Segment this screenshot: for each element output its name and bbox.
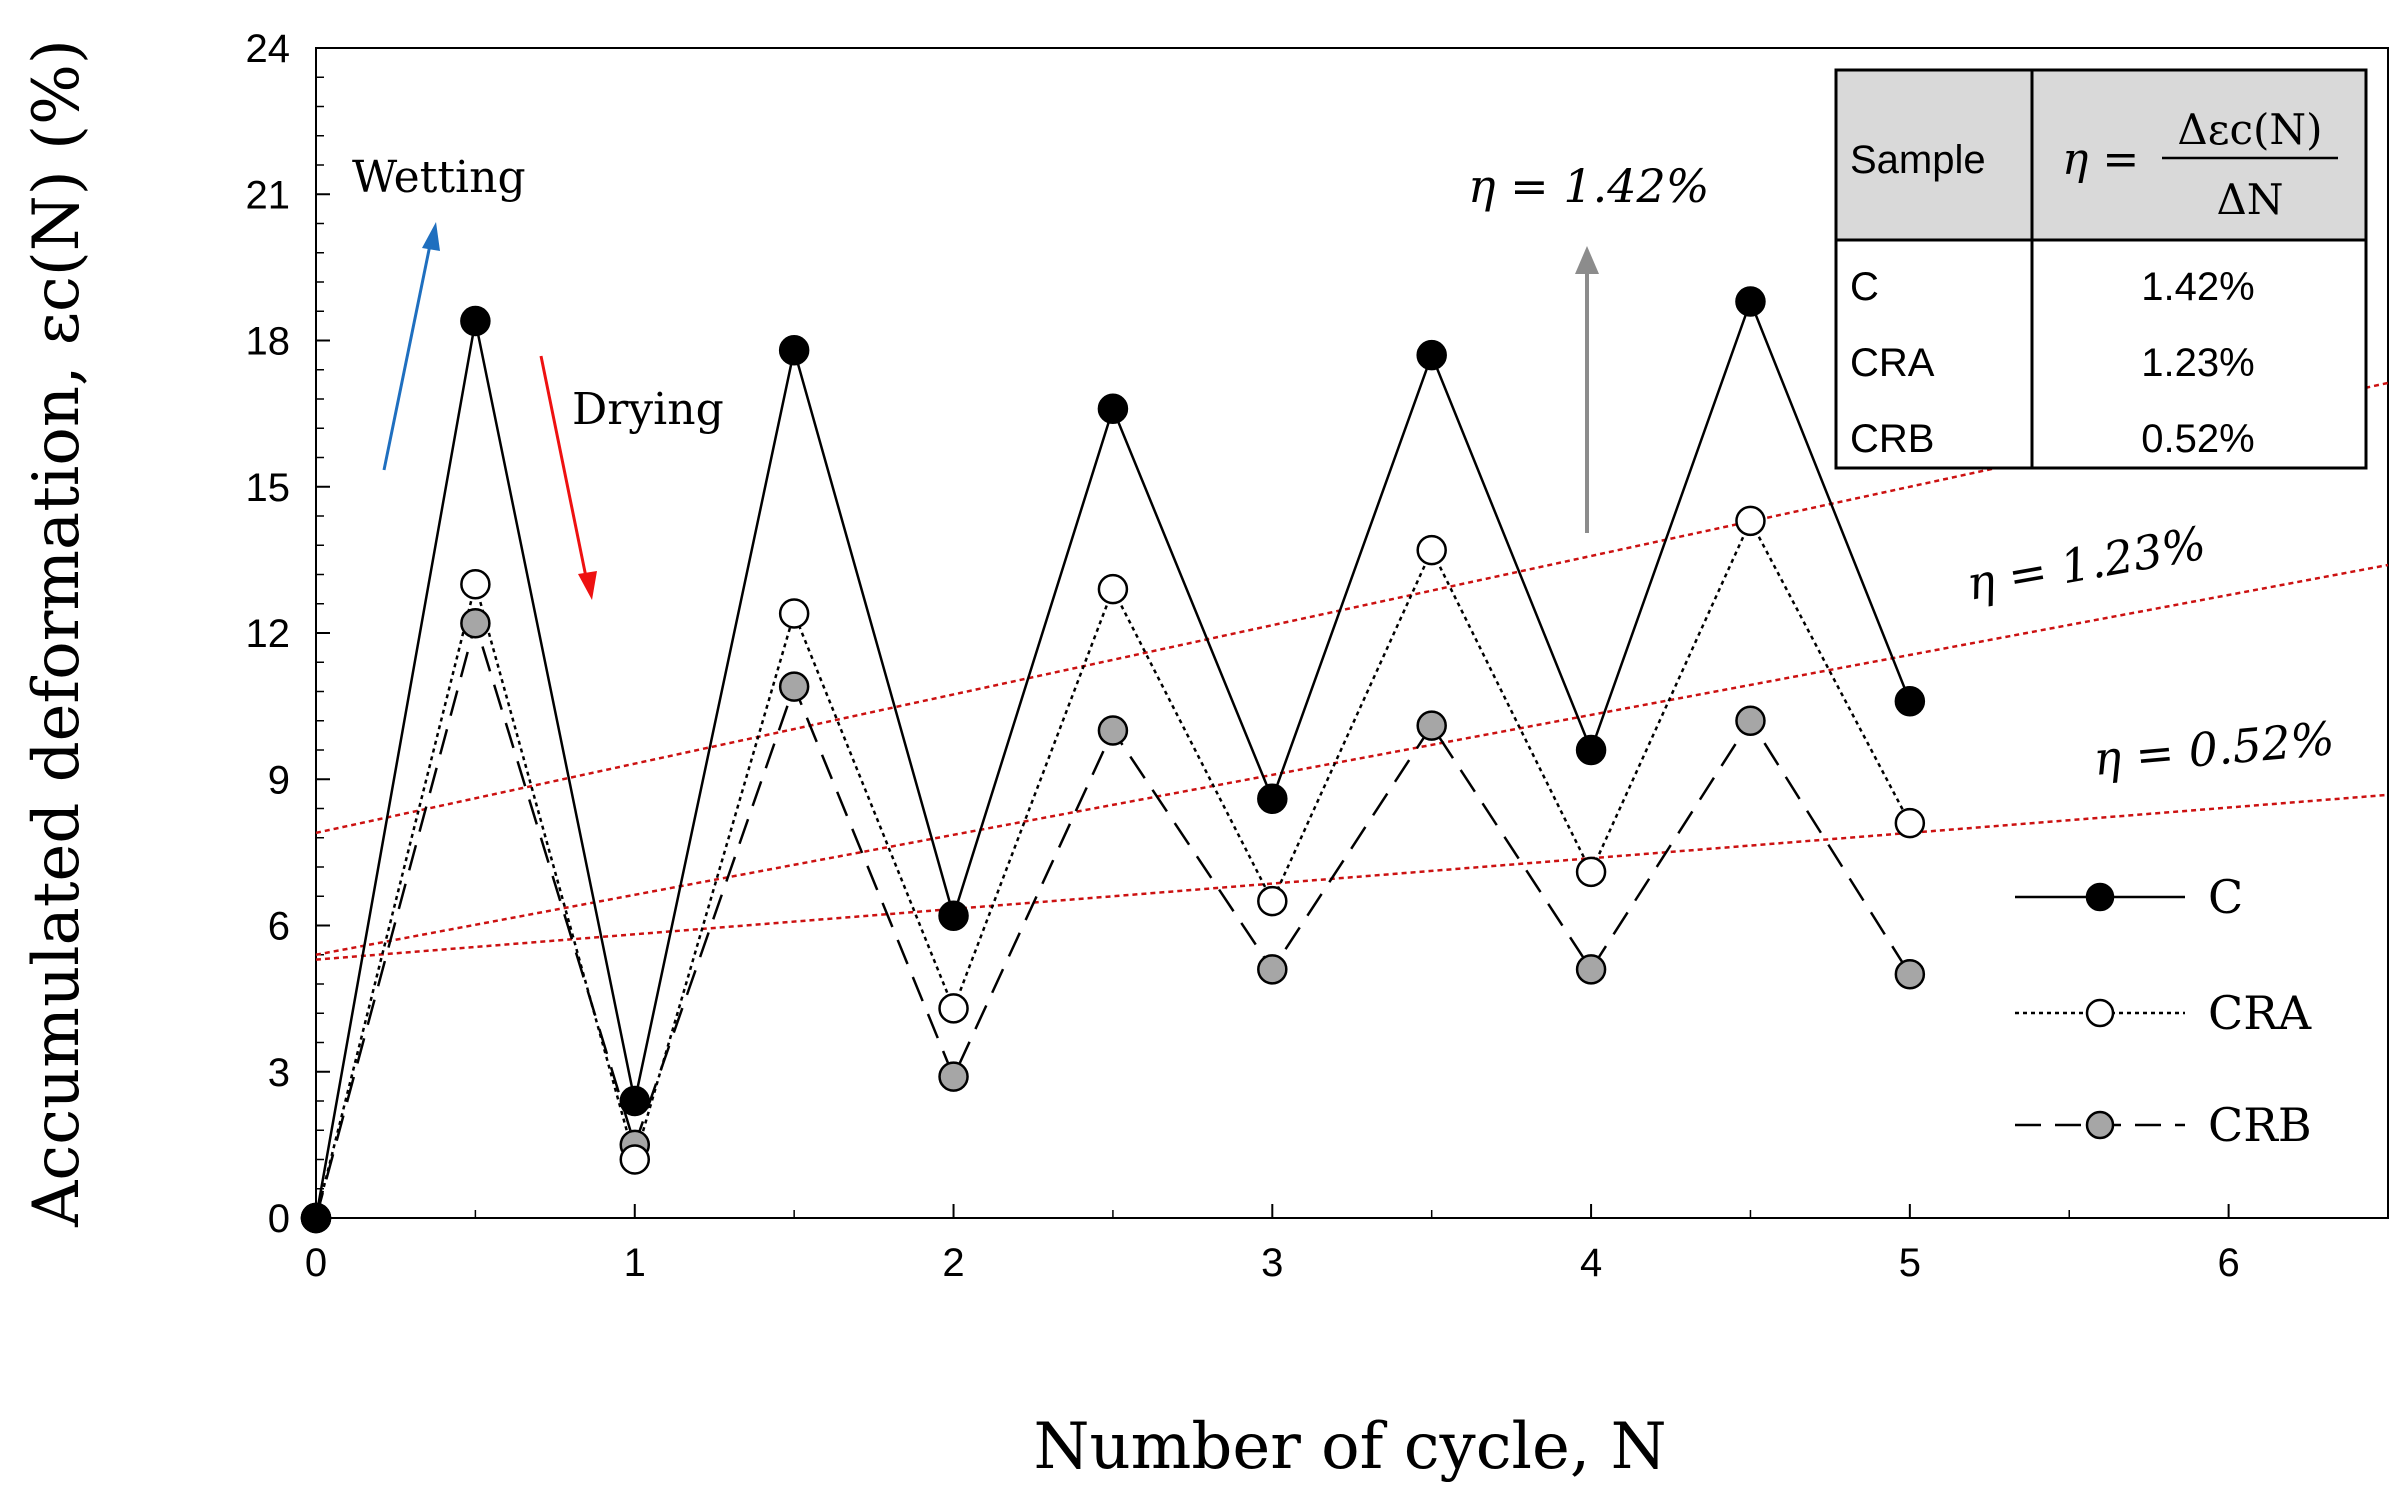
table-row-sample: C <box>1850 265 1879 309</box>
table-header-eta: η = <box>2062 134 2139 185</box>
data-point-cra <box>778 598 810 629</box>
data-point-crb <box>1575 954 1607 985</box>
x-tick-label: 0 <box>305 1241 327 1285</box>
data-point-crb <box>460 608 491 639</box>
x-tick-label: 1 <box>624 1241 646 1285</box>
wetting-label: Wetting <box>352 152 526 203</box>
data-point-crb <box>1416 710 1447 741</box>
y-tick-label: 9 <box>268 758 290 802</box>
data-point-cra <box>1575 856 1607 888</box>
x-tick-label: 5 <box>1899 1241 1921 1285</box>
data-point-cra <box>1735 505 1766 537</box>
legend-label-cra: CRA <box>2208 986 2312 1040</box>
x-tick-label: 6 <box>2217 1241 2239 1285</box>
data-point-c <box>300 1202 332 1234</box>
data-point-c <box>778 335 810 366</box>
table-row-eta: 1.42% <box>2141 265 2254 309</box>
data-point-cra <box>1097 573 1129 605</box>
data-point-c <box>1097 393 1129 424</box>
y-tick-label: 3 <box>268 1051 290 1095</box>
table-row-eta: 0.52% <box>2141 417 2254 461</box>
y-tick-label: 21 <box>246 173 291 217</box>
data-point-crb <box>1735 705 1766 736</box>
legend-label-crb: CRB <box>2208 1098 2312 1152</box>
eta-arrow <box>1575 246 1599 533</box>
data-point-cra <box>938 993 969 1024</box>
y-tick-label: 0 <box>268 1197 290 1241</box>
data-point-cra <box>1257 885 1288 917</box>
data-point-c <box>1416 339 1447 371</box>
table-header-sample: Sample <box>1850 138 1986 182</box>
legend-label-c: C <box>2208 870 2243 924</box>
x-tick-label: 2 <box>942 1241 964 1285</box>
y-tick-label: 6 <box>268 905 290 949</box>
data-point-c <box>619 1085 651 1117</box>
table-row-sample: CRB <box>1850 417 1934 461</box>
data-point-c <box>1575 734 1607 766</box>
data-point-cra <box>460 569 491 600</box>
y-tick-label: 18 <box>246 320 291 364</box>
data-point-c <box>938 900 969 931</box>
trend-line <box>315 793 2389 961</box>
data-point-crb <box>938 1061 969 1092</box>
table-header-frac-den: ΔN <box>2216 175 2283 224</box>
data-point-cra <box>619 1144 651 1175</box>
y-tick-label: 15 <box>246 466 291 510</box>
eta-label-crb: η = 0.52% <box>2091 711 2336 786</box>
x-axis-title: Number of cycle, N <box>1033 1410 1666 1484</box>
y-tick-label: 12 <box>246 612 291 656</box>
y-axis-title: Accumulated deformation, εc(N) (%) <box>20 39 94 1228</box>
y-tick-label: 24 <box>246 27 291 71</box>
data-point-cra <box>1416 534 1447 566</box>
data-point-c <box>460 305 491 337</box>
legend-entry-cra: CRA <box>2015 986 2312 1040</box>
eta-label-c: η = 1.42% <box>1468 159 1709 213</box>
x-tick-label: 4 <box>1580 1241 1602 1285</box>
eta-label-cra: η = 1.23% <box>1963 516 2210 611</box>
series-line-c <box>314 297 1912 1219</box>
drying-label: Drying <box>572 384 724 435</box>
series-line-cra <box>314 518 1911 1219</box>
data-point-c <box>1257 783 1288 814</box>
data-point-cra <box>1894 807 1926 839</box>
data-point-c <box>1894 686 1926 717</box>
data-point-crb <box>1894 959 1926 990</box>
table-row-sample: CRA <box>1850 341 1935 385</box>
table-header-frac-num: Δεc(N) <box>2177 105 2322 154</box>
legend-entry-c: C <box>2015 870 2243 924</box>
drying-arrow <box>539 355 597 600</box>
legend-entry-crb: CRB <box>2015 1098 2312 1152</box>
wetting-arrow <box>382 222 440 471</box>
trend-line <box>315 563 2389 956</box>
data-series <box>300 286 1926 1234</box>
legend: C CRA CRB <box>2015 870 2312 1152</box>
eta-table: Sample η = Δεc(N) ΔN C 1.42% CRA 1.23% C… <box>1834 68 2368 470</box>
data-point-crb <box>1257 954 1288 985</box>
x-tick-label: 3 <box>1261 1241 1283 1285</box>
data-point-c <box>1735 286 1766 317</box>
table-row-eta: 1.23% <box>2141 341 2254 385</box>
data-point-crb <box>1097 715 1129 746</box>
data-point-crb <box>778 671 810 702</box>
